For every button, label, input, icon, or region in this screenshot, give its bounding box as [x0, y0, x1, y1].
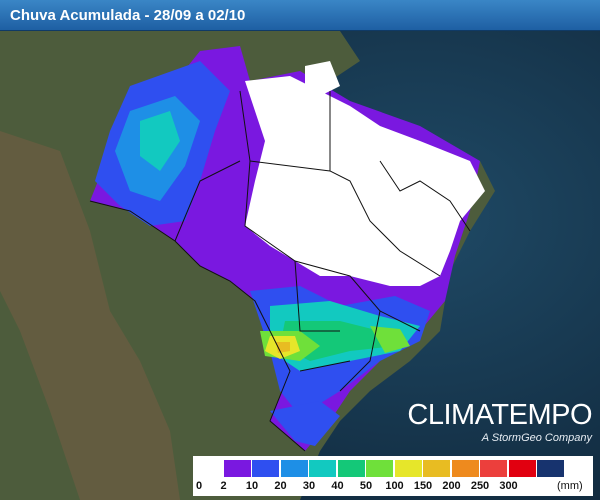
brand-name: CLIMATEMPO — [407, 399, 592, 431]
legend-swatch — [280, 460, 308, 477]
rain-zone-40-100 — [370, 326, 410, 353]
legend-tick-label: 2 — [220, 480, 227, 492]
brand-subtitle: A StormGeo Company — [481, 432, 592, 444]
rain-zone-10-20 — [270, 401, 340, 446]
legend-tick-label: 50 — [359, 480, 373, 492]
rain-zone-20-40 — [140, 111, 180, 171]
rainfall-map — [0, 31, 600, 500]
legend-tick-label: 40 — [331, 480, 344, 492]
legend-swatches — [195, 460, 566, 477]
legend-swatch — [394, 460, 422, 477]
legend-swatch — [508, 460, 536, 477]
legend-swatch — [252, 460, 279, 477]
legend-tick-label: 300 — [499, 480, 518, 492]
legend-tick-label: 30 — [302, 480, 316, 492]
legend: 0 2 10 20 30 40 50 100 150 200 250 300 (mm) — [193, 456, 593, 496]
legend-swatch — [451, 460, 479, 477]
legend-swatch — [366, 460, 393, 477]
legend-tick-label: 100 — [385, 480, 404, 492]
legend-swatch — [309, 460, 336, 477]
andes-region — [0, 131, 180, 500]
legend-unit: (mm) — [557, 480, 583, 492]
legend-swatch — [337, 460, 365, 477]
legend-tick-label: 10 — [245, 480, 259, 492]
rain-zone-0-2 — [245, 76, 485, 286]
legend-swatch — [223, 460, 251, 477]
legend-tick-label: 0 — [195, 480, 203, 492]
legend-tick-label: 250 — [470, 480, 490, 492]
legend-swatch — [423, 460, 450, 477]
state-borders — [89, 90, 471, 452]
map-title: Chuva Acumulada - 28/09 a 02/10 — [0, 0, 600, 31]
brand-logo: CLIMATEMPO A StormGeo Company — [407, 400, 592, 444]
legend-swatch — [195, 460, 222, 477]
legend-tick-label: 150 — [413, 480, 433, 492]
legend-ticks: 0 2 10 20 30 40 50 100 150 200 250 300 — [193, 480, 593, 494]
legend-swatch — [537, 460, 564, 477]
rain-zone-0-2 — [305, 61, 340, 96]
legend-swatch — [480, 460, 507, 477]
rainfall-field — [90, 46, 485, 451]
legend-tick-label: 20 — [274, 480, 287, 492]
legend-tick-label: 200 — [442, 480, 461, 492]
